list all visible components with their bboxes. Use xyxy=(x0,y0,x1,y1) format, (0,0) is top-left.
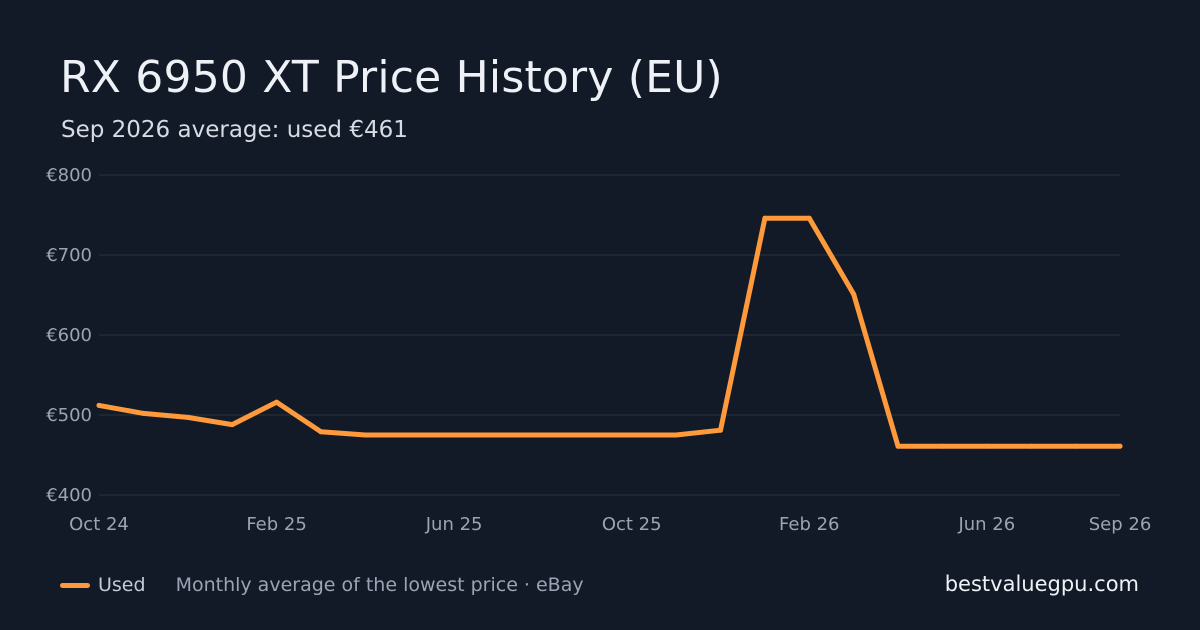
grid-lines xyxy=(99,174,1120,496)
x-tick-label: Feb 26 xyxy=(779,514,840,535)
data-point-used xyxy=(673,432,679,438)
y-tick-label: €400 xyxy=(46,485,92,506)
x-tick-label: Sep 26 xyxy=(1089,514,1152,535)
data-point-used xyxy=(806,215,812,221)
series-line-used xyxy=(96,215,1123,449)
data-point-used xyxy=(96,402,102,408)
series-layer xyxy=(96,215,1123,449)
data-point-used xyxy=(362,432,368,438)
data-point-used xyxy=(984,443,990,449)
data-point-used xyxy=(629,432,635,438)
data-point-used xyxy=(895,443,901,449)
data-point-used xyxy=(540,432,546,438)
data-point-used xyxy=(1073,443,1079,449)
y-axis-ticks: €400 €500 €600 €700 €800 xyxy=(46,165,92,506)
data-point-used xyxy=(274,399,280,405)
data-point-used xyxy=(140,410,146,416)
chart-subtitle: Sep 2026 average: used €461 xyxy=(61,117,408,143)
chart-title: RX 6950 XT Price History (EU) xyxy=(60,52,723,103)
legend: Used Monthly average of the lowest price… xyxy=(60,574,584,596)
data-point-used xyxy=(717,427,723,433)
data-point-used xyxy=(496,432,502,438)
legend-note: Monthly average of the lowest price · eB… xyxy=(175,574,584,596)
legend-label-used: Used xyxy=(98,574,146,596)
legend-swatch-used xyxy=(60,582,90,588)
data-point-used xyxy=(762,215,768,221)
data-point-used xyxy=(451,432,457,438)
data-point-used xyxy=(229,422,235,428)
x-tick-label: Oct 24 xyxy=(69,514,129,535)
x-axis-ticks: Oct 24 Feb 25 Jun 25 Oct 25 Feb 26 Jun 26 Sep … xyxy=(69,514,1151,535)
data-point-used xyxy=(185,414,191,420)
data-point-used xyxy=(584,432,590,438)
data-point-used xyxy=(1117,443,1123,449)
data-point-used xyxy=(407,432,413,438)
y-tick-label: €600 xyxy=(46,325,92,346)
y-tick-label: €700 xyxy=(46,245,92,266)
x-tick-label: Oct 25 xyxy=(602,514,662,535)
data-point-used xyxy=(1028,443,1034,449)
data-point-used xyxy=(851,291,857,297)
y-tick-label: €800 xyxy=(46,165,92,186)
x-tick-label: Jun 25 xyxy=(425,514,483,535)
brand-link[interactable]: bestvaluegpu.com xyxy=(944,572,1139,596)
data-point-used xyxy=(318,429,324,435)
x-tick-label: Feb 25 xyxy=(246,514,307,535)
data-point-used xyxy=(939,443,945,449)
y-tick-label: €500 xyxy=(46,405,92,426)
x-tick-label: Jun 26 xyxy=(957,514,1015,535)
